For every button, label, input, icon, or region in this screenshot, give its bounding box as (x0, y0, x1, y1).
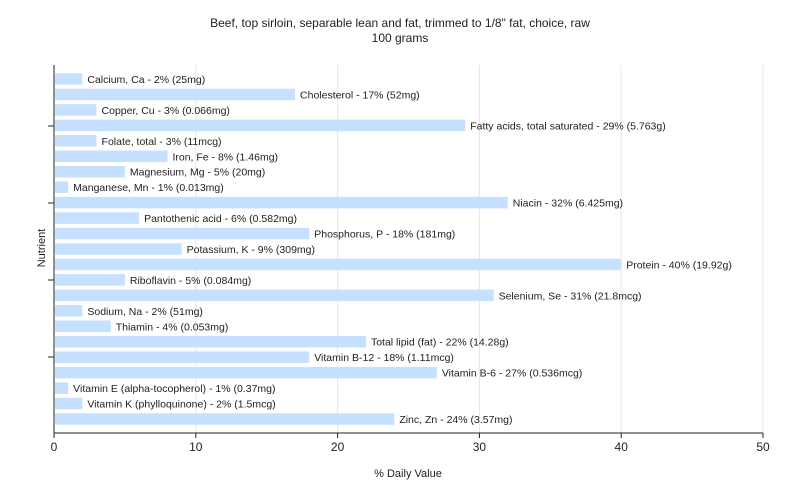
bar (55, 397, 83, 410)
bar-label: Vitamin K (phylloquinone) - 2% (1.5mcg) (87, 399, 275, 411)
axes: 0 10 20 30 40 50 (48, 65, 770, 454)
bar-label: Magnesium, Mg - 5% (20mg) (130, 167, 265, 179)
bar-label: Zinc, Zn - 24% (3.57mg) (399, 414, 512, 426)
bar (55, 258, 622, 271)
bar (55, 351, 310, 363)
bar-label: Manganese, Mn - 1% (0.013mg) (73, 182, 224, 194)
bar-label: Copper, Cu - 3% (0.066mg) (102, 105, 230, 117)
bar (55, 305, 83, 317)
x-tick-label: 30 (473, 440, 487, 454)
bar-label: Vitamin B-12 - 18% (1.11mcg) (314, 352, 454, 364)
bar-label: Protein - 40% (19.92g) (626, 259, 732, 271)
bar (55, 413, 395, 425)
bar (55, 382, 69, 394)
bar (55, 150, 168, 163)
bar-label: Thiamin - 4% (0.053mg) (116, 321, 229, 333)
bar (55, 119, 466, 132)
bar-label: Riboflavin - 5% (0.084mg) (130, 275, 251, 287)
bar-label: Potassium, K - 9% (309mg) (187, 244, 315, 256)
chart-subtitle: 100 grams (371, 31, 429, 45)
bar (55, 73, 83, 85)
bar-label: Vitamin B-6 - 27% (0.536mcg) (442, 368, 582, 380)
bar (55, 212, 140, 224)
bar (55, 165, 125, 178)
bar (55, 243, 182, 255)
bar (55, 135, 97, 147)
x-tick-label: 50 (756, 440, 770, 454)
bar (55, 289, 494, 302)
bar-label: Phosphorus, P - 18% (181mg) (314, 229, 455, 241)
bar (55, 274, 125, 286)
bar (55, 320, 111, 333)
bar-label: Iron, Fe - 8% (1.46mg) (172, 151, 278, 163)
chart-title-block: Beef, top sirloin, separable lean and fa… (0, 16, 800, 46)
bar (55, 88, 296, 101)
bar-label: Selenium, Se - 31% (21.8mcg) (499, 290, 642, 302)
bar-label: Cholesterol - 17% (52mg) (300, 89, 420, 101)
bar-label: Vitamin E (alpha-tocopherol) - 1% (0.37m… (73, 383, 275, 395)
bar-label: Calcium, Ca - 2% (25mg) (87, 74, 205, 86)
x-tick-label: 40 (615, 440, 629, 454)
y-axis-label: Nutrient (36, 229, 48, 268)
bar (55, 104, 97, 116)
bar (55, 196, 508, 209)
x-tick-label: 10 (189, 440, 203, 454)
x-tick-label: 0 (51, 440, 58, 454)
bar-label: Fatty acids, total saturated - 29% (5.76… (470, 120, 666, 132)
bar-label: Pantothenic acid - 6% (0.582mg) (144, 213, 297, 225)
bars: Calcium, Ca - 2% (25mg) Cholesterol - 17%… (55, 73, 732, 426)
bar-label: Folate, total - 3% (11mcg) (102, 136, 222, 148)
bar-label: Total lipid (fat) - 22% (14.28g) (371, 337, 509, 349)
bar (55, 181, 69, 193)
x-axis-label: % Daily Value (374, 468, 442, 480)
bar (55, 227, 310, 240)
bar (55, 335, 366, 348)
bar-label: Sodium, Na - 2% (51mg) (87, 306, 203, 318)
bar-label: Niacin - 32% (6.425mg) (513, 198, 623, 210)
x-tick-label: 20 (331, 440, 345, 454)
chart-title: Beef, top sirloin, separable lean and fa… (210, 16, 590, 30)
bar (55, 366, 437, 379)
